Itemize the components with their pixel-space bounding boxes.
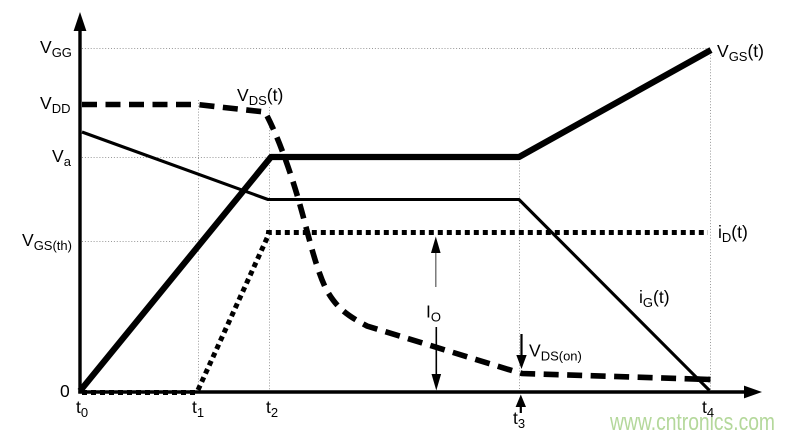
svg-text:www.cntronics.com: www.cntronics.com — [609, 409, 775, 436]
svg-text:VDS(t): VDS(t) — [237, 85, 283, 108]
svg-text:0: 0 — [60, 381, 70, 401]
